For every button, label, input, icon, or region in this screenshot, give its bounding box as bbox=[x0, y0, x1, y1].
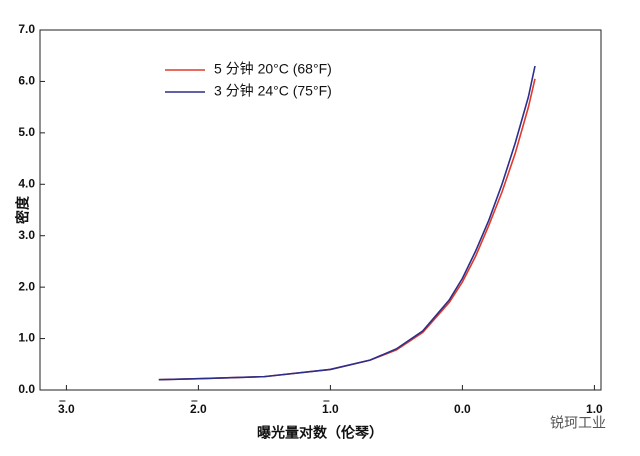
x-tick-label: 3.0 bbox=[58, 402, 75, 416]
y-axis-label: 密度 bbox=[15, 195, 31, 225]
legend-label: 3 分钟 24°C (75°F) bbox=[214, 83, 332, 99]
y-tick-label: 5.0 bbox=[18, 125, 35, 139]
x-tick-label: 1.0 bbox=[322, 402, 339, 416]
x-tick-label: 2.0 bbox=[190, 402, 207, 416]
y-tick-label: 3.0 bbox=[18, 228, 35, 242]
legend-label: 5 分钟 20°C (68°F) bbox=[214, 61, 332, 77]
y-tick-label: 0.0 bbox=[18, 382, 35, 396]
watermark: 锐珂工业 bbox=[550, 415, 606, 431]
series-line bbox=[158, 65, 536, 381]
x-tick-label: 1.0 bbox=[586, 402, 603, 416]
plot-frame bbox=[39, 29, 602, 391]
y-tick-label: 2.0 bbox=[18, 279, 35, 293]
y-tick-label: 7.0 bbox=[18, 22, 35, 36]
y-tick-label: 4.0 bbox=[18, 176, 35, 190]
y-tick-label: 1.0 bbox=[18, 331, 35, 345]
x-tick-label: 0.0 bbox=[454, 402, 471, 416]
x-axis-label: 曝光量对数（伦琴） bbox=[257, 425, 383, 441]
y-tick-label: 6.0 bbox=[18, 74, 35, 88]
series-line bbox=[158, 78, 536, 381]
